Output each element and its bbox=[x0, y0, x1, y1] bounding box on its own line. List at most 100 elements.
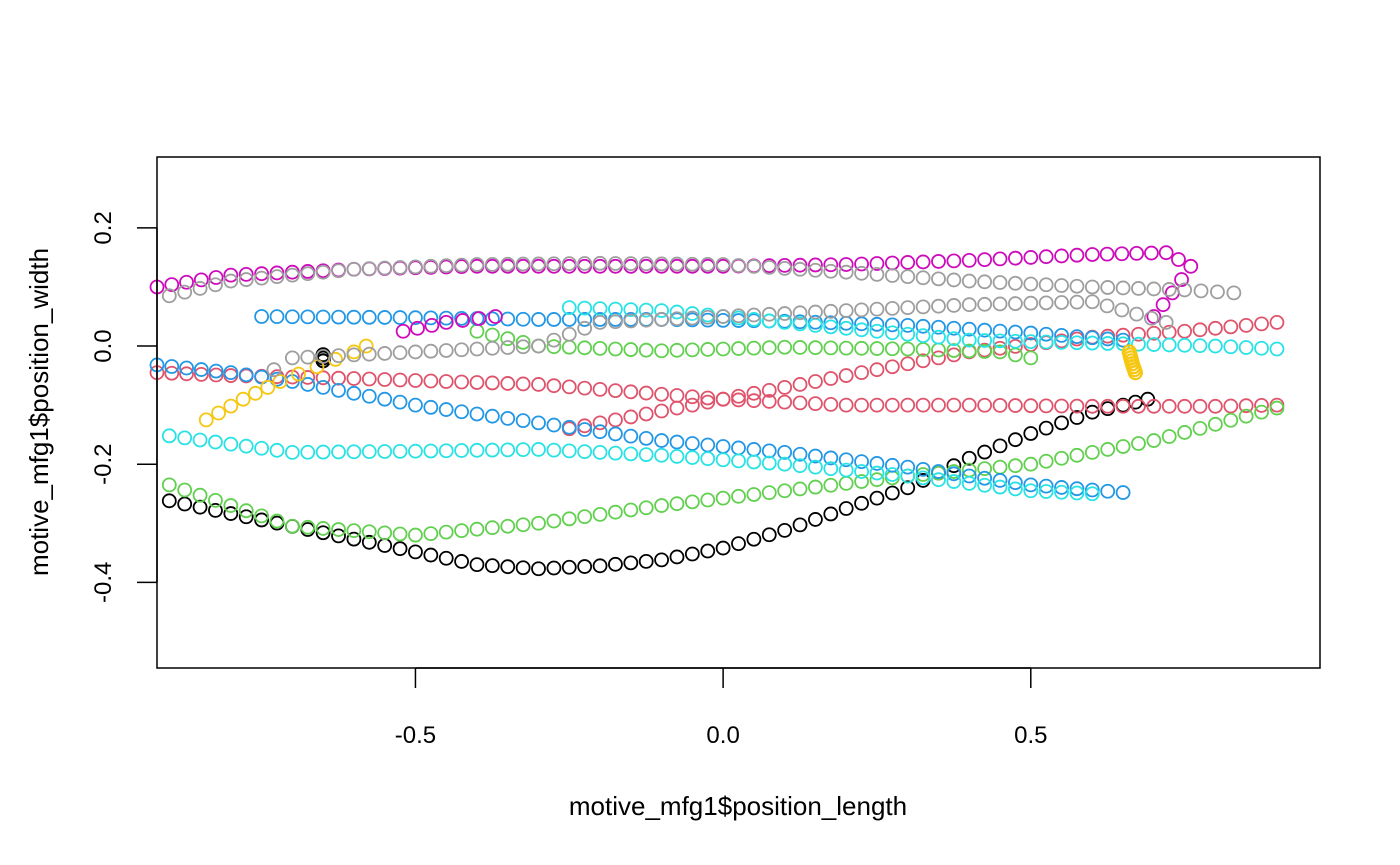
data-point bbox=[1100, 280, 1116, 295]
data-point bbox=[408, 397, 423, 413]
data-point bbox=[777, 258, 793, 273]
data-point bbox=[515, 256, 531, 272]
data-point bbox=[408, 259, 423, 275]
data-point bbox=[946, 331, 962, 347]
data-point bbox=[746, 393, 762, 409]
data-point bbox=[531, 256, 546, 272]
data-point bbox=[946, 466, 962, 482]
data-point bbox=[808, 396, 823, 412]
data-point bbox=[700, 451, 716, 467]
data-point bbox=[1146, 309, 1162, 324]
data-point bbox=[869, 316, 885, 332]
data-point bbox=[484, 256, 500, 272]
data-point bbox=[1038, 398, 1054, 414]
data-point bbox=[1008, 347, 1023, 363]
data-point bbox=[346, 523, 362, 539]
data-point bbox=[684, 306, 700, 321]
data-point bbox=[684, 389, 700, 405]
data-point bbox=[577, 444, 593, 460]
data-point bbox=[900, 397, 916, 413]
data-point bbox=[1129, 246, 1145, 261]
data-point bbox=[884, 397, 900, 413]
data-point bbox=[577, 256, 593, 271]
data-point bbox=[269, 513, 285, 529]
data-point bbox=[592, 381, 608, 397]
data-point bbox=[777, 394, 793, 410]
data-point bbox=[731, 388, 746, 404]
data-point bbox=[284, 444, 300, 460]
data-point bbox=[946, 320, 962, 336]
data-point bbox=[915, 270, 931, 286]
data-point bbox=[1161, 337, 1177, 353]
data-point bbox=[331, 444, 346, 460]
data-point bbox=[638, 406, 654, 422]
data-point bbox=[238, 509, 254, 525]
data-point bbox=[438, 402, 454, 417]
data-point bbox=[623, 342, 639, 357]
data-point bbox=[454, 443, 469, 458]
data-point bbox=[331, 382, 346, 398]
data-point bbox=[484, 408, 500, 424]
data-point bbox=[423, 258, 439, 274]
data-point bbox=[638, 385, 654, 401]
data-point bbox=[900, 269, 916, 285]
data-point bbox=[408, 310, 423, 326]
data-point bbox=[1069, 294, 1085, 310]
data-point bbox=[1114, 302, 1130, 318]
data-point bbox=[331, 309, 346, 325]
data-point bbox=[792, 316, 808, 332]
data-point bbox=[1238, 340, 1254, 355]
data-point bbox=[408, 544, 423, 560]
data-point bbox=[546, 332, 562, 348]
data-point bbox=[469, 442, 485, 458]
data-point bbox=[361, 524, 377, 540]
data-point bbox=[915, 461, 931, 477]
data-point bbox=[1146, 433, 1162, 448]
data-point bbox=[869, 397, 885, 413]
data-point bbox=[546, 256, 562, 272]
data-point bbox=[992, 323, 1008, 339]
data-point bbox=[1023, 398, 1039, 414]
data-point bbox=[792, 261, 808, 277]
data-point bbox=[500, 518, 516, 534]
data-point bbox=[177, 284, 193, 300]
data-point bbox=[546, 442, 562, 458]
data-point bbox=[315, 444, 331, 460]
data-point bbox=[208, 367, 224, 383]
data-point bbox=[1038, 334, 1054, 350]
data-point bbox=[992, 459, 1008, 475]
data-point bbox=[1038, 484, 1054, 499]
data-point bbox=[638, 312, 654, 328]
data-point bbox=[977, 444, 993, 460]
data-point bbox=[471, 311, 487, 326]
data-point bbox=[669, 400, 685, 416]
data-point bbox=[1158, 245, 1174, 261]
data-point bbox=[931, 254, 946, 269]
data-point bbox=[208, 277, 223, 293]
data-point bbox=[1238, 398, 1254, 414]
data-point bbox=[792, 517, 808, 533]
data-point bbox=[977, 296, 993, 312]
data-point bbox=[900, 468, 916, 484]
data-point bbox=[669, 434, 685, 450]
data-point bbox=[623, 428, 639, 444]
data-point bbox=[746, 340, 762, 356]
data-point bbox=[623, 302, 639, 318]
data-point bbox=[291, 366, 306, 382]
data-point bbox=[915, 254, 931, 270]
data-point bbox=[731, 440, 746, 456]
data-point bbox=[1084, 404, 1100, 420]
data-point bbox=[346, 444, 362, 460]
data-point bbox=[808, 448, 823, 464]
y-axis: -0.4 -0.2 0.0 0.2 bbox=[90, 211, 158, 603]
data-point bbox=[315, 348, 331, 364]
data-point bbox=[300, 349, 316, 365]
data-point bbox=[1054, 450, 1069, 466]
data-point bbox=[408, 527, 423, 543]
data-point bbox=[408, 443, 423, 459]
data-point bbox=[884, 485, 900, 501]
data-point bbox=[1192, 338, 1208, 354]
data-point bbox=[1131, 398, 1146, 414]
data-point bbox=[1127, 365, 1143, 381]
data-point bbox=[792, 481, 808, 497]
